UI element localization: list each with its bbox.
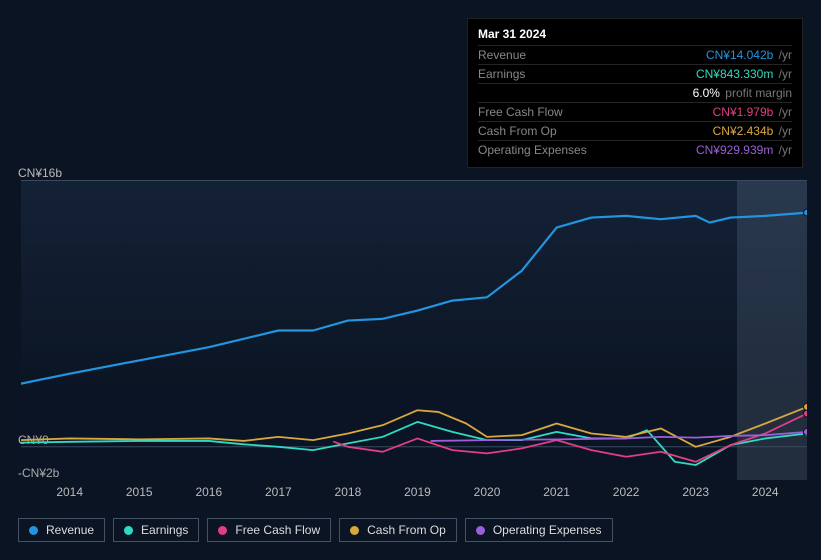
x-axis-label: 2014 (56, 485, 83, 499)
x-axis-label: 2021 (543, 485, 570, 499)
series-end-dot (804, 410, 808, 417)
x-axis-label: 2022 (613, 485, 640, 499)
tooltip-row: Free Cash Flow CN¥1.979b /yr (478, 102, 792, 121)
tooltip-metric-label: Earnings (478, 67, 525, 81)
legend-swatch (476, 526, 485, 535)
tooltip-row: 6.0% profit margin (478, 83, 792, 102)
x-axis-label: 2023 (682, 485, 709, 499)
x-axis-label: 2024 (752, 485, 779, 499)
x-axis-label: 2018 (335, 485, 362, 499)
legend-swatch (218, 526, 227, 535)
series-line (21, 213, 807, 384)
legend-swatch (124, 526, 133, 535)
series-line (334, 414, 807, 462)
tooltip-metric-label: Operating Expenses (478, 143, 587, 157)
chart-lines (21, 181, 807, 480)
tooltip-row: Revenue CN¥14.042b /yr (478, 45, 792, 64)
tooltip-metric-value: CN¥843.330m /yr (696, 67, 792, 81)
x-axis-label: 2017 (265, 485, 292, 499)
legend-item[interactable]: Free Cash Flow (207, 518, 331, 542)
legend-item[interactable]: Operating Expenses (465, 518, 613, 542)
tooltip-metric-value: CN¥14.042b /yr (706, 48, 792, 62)
tooltip-row: Earnings CN¥843.330m /yr (478, 64, 792, 83)
legend-item[interactable]: Earnings (113, 518, 199, 542)
x-axis-label: 2015 (126, 485, 153, 499)
legend-swatch (350, 526, 359, 535)
x-axis-label: 2016 (195, 485, 222, 499)
tooltip-date: Mar 31 2024 (478, 27, 792, 41)
chart-tooltip: Mar 31 2024 Revenue CN¥14.042b /yr Earning… (467, 18, 803, 168)
series-end-dot (804, 403, 808, 410)
tooltip-metric-value: CN¥1.979b /yr (713, 105, 792, 119)
x-axis-label: 2020 (474, 485, 501, 499)
series-end-dot (804, 428, 808, 435)
series-end-dot (804, 209, 808, 216)
legend-label: Revenue (46, 523, 94, 537)
plot-area[interactable] (21, 180, 807, 480)
tooltip-metric-value: CN¥2.434b /yr (713, 124, 792, 138)
legend-label: Free Cash Flow (235, 523, 320, 537)
tooltip-metric-label: Revenue (478, 48, 526, 62)
legend-label: Earnings (141, 523, 188, 537)
legend-item[interactable]: Cash From Op (339, 518, 457, 542)
tooltip-metric-label: Free Cash Flow (478, 105, 563, 119)
tooltip-metric-label: Cash From Op (478, 124, 557, 138)
legend: Revenue Earnings Free Cash Flow Cash From O… (18, 518, 613, 542)
x-axis-label: 2019 (404, 485, 431, 499)
legend-swatch (29, 526, 38, 535)
tooltip-row: Operating Expenses CN¥929.939m /yr (478, 140, 792, 159)
y-axis-label: CN¥16b (18, 166, 62, 180)
legend-label: Cash From Op (367, 523, 446, 537)
legend-label: Operating Expenses (493, 523, 602, 537)
tooltip-row: Cash From Op CN¥2.434b /yr (478, 121, 792, 140)
legend-item[interactable]: Revenue (18, 518, 105, 542)
tooltip-metric-value: CN¥929.939m /yr (696, 143, 792, 157)
tooltip-metric-value: 6.0% profit margin (693, 86, 792, 100)
